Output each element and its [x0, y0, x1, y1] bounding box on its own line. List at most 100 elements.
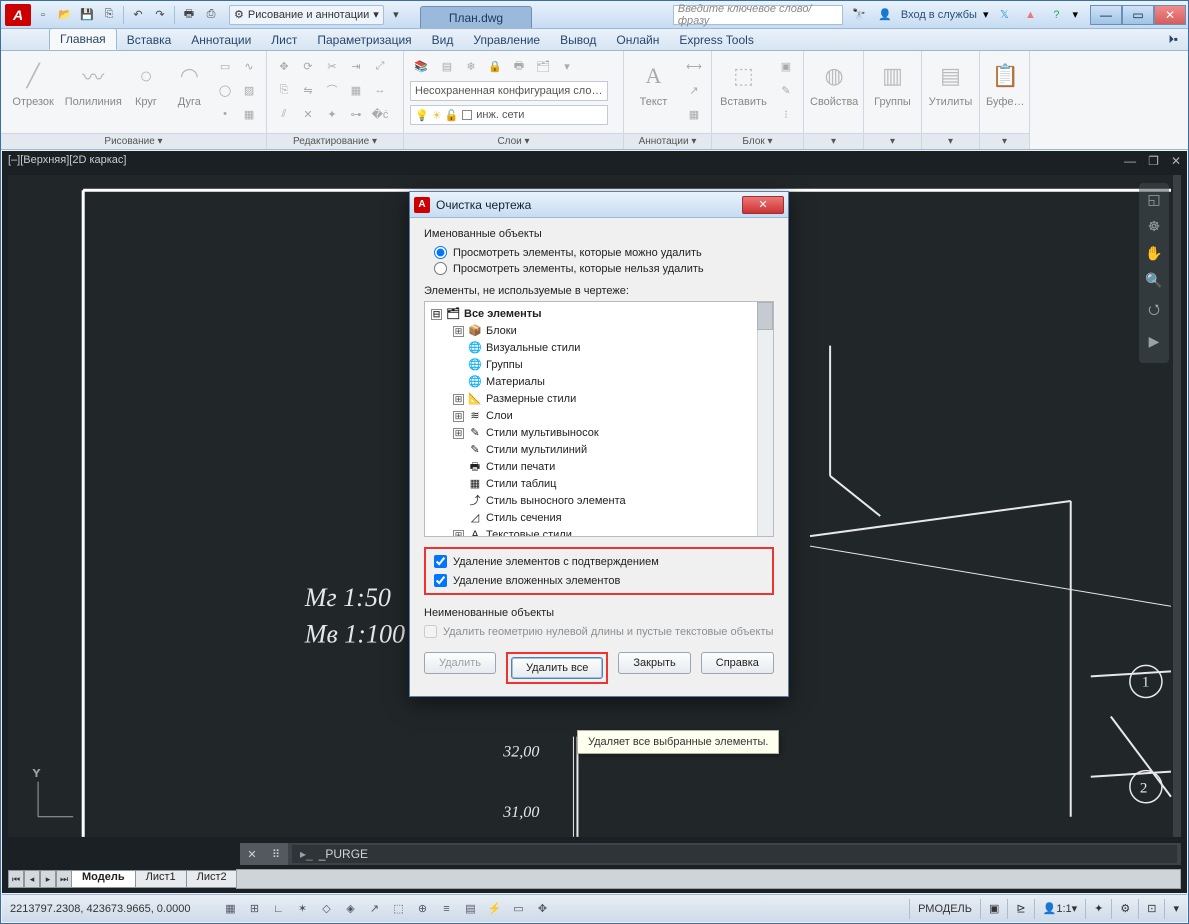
line-button[interactable]: ╱Отрезок — [7, 55, 59, 108]
region-icon[interactable]: ▦ — [238, 103, 260, 125]
fillet-icon[interactable]: ⌒ — [321, 79, 343, 101]
checkbox-input[interactable] — [424, 625, 437, 638]
steering-icon[interactable]: ☸ — [1148, 218, 1161, 235]
pan-icon[interactable]: ✋ — [1145, 245, 1162, 262]
point-icon[interactable]: • — [214, 103, 236, 125]
anno-scale[interactable]: 👤 1:1 ▾ — [1034, 899, 1086, 919]
ellipse-icon[interactable]: ◯ — [214, 79, 236, 101]
qat-more-icon[interactable]: ▾ — [386, 5, 406, 25]
lwt-icon[interactable]: ≡ — [434, 898, 458, 920]
open-icon[interactable]: 📂 — [55, 5, 75, 25]
new-icon[interactable]: ▫ — [33, 5, 53, 25]
scrollbar-vertical[interactable] — [1173, 175, 1181, 837]
spline-icon[interactable]: ∿ — [238, 55, 260, 77]
expand-icon[interactable] — [453, 462, 464, 473]
layer-icon[interactable]: 🗂 — [532, 55, 554, 77]
radio-viewable[interactable]: Просмотреть элементы, которые можно удал… — [434, 246, 774, 259]
groups-button[interactable]: ▥Группы — [870, 55, 915, 108]
tree-item[interactable]: ⤴Стиль выносного элемента — [431, 493, 771, 510]
3dosnap-icon[interactable]: ◈ — [338, 898, 362, 920]
expand-icon[interactable]: ⊞ — [453, 411, 464, 422]
purge-tree[interactable]: ⊟🗂Все элементы⊞📦Блоки🌐Визуальные стили🌐Г… — [424, 301, 774, 537]
save-icon[interactable]: 💾 — [77, 5, 97, 25]
arc-button[interactable]: ◠Дуга — [171, 55, 208, 108]
expand-icon[interactable] — [453, 479, 464, 490]
minimize-button[interactable]: — — [1090, 5, 1122, 25]
layer-icon[interactable]: ▤ — [436, 55, 458, 77]
ribbon-tab[interactable]: Вид — [422, 30, 464, 50]
layer-icon[interactable]: 🔒 — [484, 55, 506, 77]
saveas-icon[interactable]: ⎘ — [99, 5, 119, 25]
status-icon[interactable]: ⊵ — [1007, 899, 1033, 919]
checkbox-input[interactable] — [434, 555, 447, 568]
ortho-icon[interactable]: ∟ — [266, 898, 290, 920]
erase-icon[interactable]: ✕ — [297, 103, 319, 125]
checkbox-input[interactable] — [434, 574, 447, 587]
delete-all-button[interactable]: Удалить все — [511, 657, 603, 679]
ribbon-tab[interactable]: Express Tools — [669, 30, 763, 50]
hscroll-track[interactable] — [236, 869, 1181, 889]
qp-icon[interactable]: ⚡ — [482, 898, 506, 920]
exchange-icon[interactable]: 𝕏 — [994, 5, 1014, 25]
text-button[interactable]: AТекст — [630, 55, 677, 108]
panel-title[interactable]: Редактирование ▾ — [267, 133, 403, 149]
join-icon[interactable]: ⊶ — [345, 103, 367, 125]
user-icon[interactable]: 👤 — [875, 5, 895, 25]
scale-icon[interactable]: ⤢ — [369, 55, 391, 77]
tree-item[interactable]: ⊞≋Слои — [431, 408, 771, 425]
nested-checkbox[interactable]: Удаление вложенных элементов — [434, 574, 764, 587]
zoom-icon[interactable]: 🔍 — [1145, 272, 1162, 289]
break-icon[interactable]: �ċ — [369, 103, 391, 125]
layer-props-icon[interactable]: 📚 — [410, 55, 432, 77]
plot-icon[interactable]: ⎙ — [201, 5, 221, 25]
status-icon[interactable]: ⚙ — [1111, 899, 1138, 919]
close-button[interactable]: ✕ — [1154, 5, 1186, 25]
close-dialog-button[interactable]: Закрыть — [618, 652, 690, 674]
tree-item[interactable]: ⊟🗂Все элементы — [431, 306, 771, 323]
ribbon-tab[interactable]: Аннотации — [181, 30, 261, 50]
panel-title[interactable]: Рисование ▾ — [1, 133, 266, 149]
trim-icon[interactable]: ✂ — [321, 55, 343, 77]
panel-title[interactable]: ▾ — [804, 133, 863, 149]
array-icon[interactable]: ▦ — [345, 79, 367, 101]
vp-close-icon[interactable]: ✕ — [1171, 154, 1181, 168]
cmd-handle-icon[interactable]: ⠿ — [264, 843, 288, 865]
hatch-icon[interactable]: ▨ — [238, 79, 260, 101]
panel-title[interactable]: ▾ — [980, 133, 1029, 149]
otrack-icon[interactable]: ↗ — [362, 898, 386, 920]
app-logo-icon[interactable]: A — [5, 4, 31, 26]
panel-title[interactable]: ▾ — [864, 133, 921, 149]
dim-icon[interactable]: ⟷ — [683, 55, 705, 77]
search-input[interactable]: Введите ключевое слово/фразу — [673, 5, 843, 25]
sign-in-link[interactable]: Вход в службы — [901, 9, 977, 21]
panel-title[interactable]: ▾ — [922, 133, 979, 149]
panel-title[interactable]: Блок ▾ — [712, 133, 803, 149]
create-block-icon[interactable]: ▣ — [775, 55, 797, 77]
layer-dropdown[interactable]: 💡 ☀ 🔓 инж. сети — [410, 105, 608, 125]
confirm-checkbox[interactable]: Удаление элементов с подтверждением — [434, 555, 764, 568]
rotate-icon[interactable]: ⟳ — [297, 55, 319, 77]
nav-bar[interactable]: ◱ ☸ ✋ 🔍 ⭯ ▶ — [1139, 183, 1169, 363]
am-icon[interactable]: ✥ — [530, 898, 554, 920]
grid-icon[interactable]: ⊞ — [242, 898, 266, 920]
snap-icon[interactable]: ▦ — [218, 898, 242, 920]
status-icon[interactable]: ⊡ — [1138, 899, 1164, 919]
layer-icon[interactable]: ❄ — [460, 55, 482, 77]
tree-item[interactable]: 🌐Материалы — [431, 374, 771, 391]
help-button[interactable]: Справка — [701, 652, 774, 674]
layer-state-dropdown[interactable]: Несохраненная конфигурация сло… — [410, 81, 608, 101]
utils-button[interactable]: ▤Утилиты — [928, 55, 973, 108]
tree-item[interactable]: 🖶Стили печати — [431, 459, 771, 476]
tree-item[interactable]: 🌐Группы — [431, 357, 771, 374]
cmd-close-icon[interactable]: ✕ — [240, 843, 264, 865]
workspace-selector[interactable]: ⚙ Рисование и аннотации ▾ — [229, 5, 384, 25]
command-line[interactable]: ✕ ⠿ ▸__PURGE — [240, 843, 1181, 865]
attr-icon[interactable]: ⁝ — [775, 103, 797, 125]
binoculars-icon[interactable]: 🔭 — [849, 5, 869, 25]
stretch-icon[interactable]: ↔ — [369, 79, 391, 101]
chevron-down-icon[interactable]: ▾ — [1072, 8, 1078, 21]
expand-icon[interactable]: ⊞ — [453, 530, 464, 537]
offset-icon[interactable]: ⫽ — [273, 103, 295, 125]
move-icon[interactable]: ✥ — [273, 55, 295, 77]
dialog-close-button[interactable]: ✕ — [742, 196, 784, 214]
